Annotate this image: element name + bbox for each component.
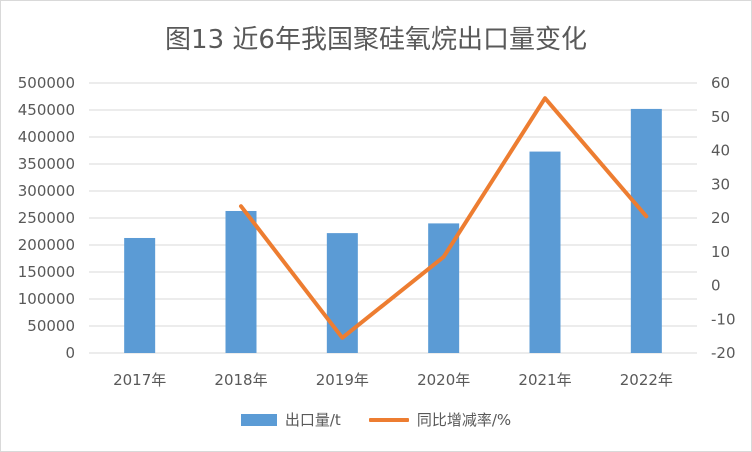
bar-series bbox=[124, 108, 662, 353]
left-tick-label: 400000 bbox=[18, 128, 75, 146]
left-axis-ticks: 0 50000 100000 150000 200000 250000 300000 3500… bbox=[18, 74, 75, 362]
bar bbox=[630, 108, 662, 353]
right-tick-label: 30 bbox=[711, 175, 730, 193]
legend-label-line: 同比增减率/% bbox=[416, 411, 512, 429]
right-tick-label: 20 bbox=[711, 209, 730, 227]
x-tick-label: 2020年 bbox=[417, 371, 470, 389]
left-tick-label: 250000 bbox=[18, 209, 75, 227]
left-tick-label: 100000 bbox=[18, 290, 75, 308]
right-tick-label: -20 bbox=[711, 344, 736, 362]
right-tick-label: 10 bbox=[711, 243, 730, 261]
bar bbox=[225, 210, 257, 353]
gridlines bbox=[89, 82, 697, 354]
right-tick-label: 0 bbox=[711, 277, 721, 295]
legend-label-bar: 出口量/t bbox=[284, 411, 341, 429]
left-tick-label: 450000 bbox=[18, 101, 75, 119]
left-tick-label: 300000 bbox=[18, 182, 75, 200]
bar bbox=[124, 237, 156, 353]
x-tick-label: 2021年 bbox=[518, 371, 571, 389]
x-tick-label: 2017年 bbox=[113, 371, 166, 389]
legend-item-bar: 出口量/t bbox=[240, 409, 341, 430]
bar bbox=[529, 151, 561, 353]
left-tick-label: 500000 bbox=[18, 74, 75, 92]
x-tick-label: 2022年 bbox=[620, 371, 673, 389]
right-axis-ticks: -20 -10 0 10 20 30 40 50 60 bbox=[711, 74, 736, 362]
x-axis-ticks: 2017年 2018年 2019年 2020年 2021年 2022年 bbox=[113, 371, 673, 389]
x-tick-label: 2019年 bbox=[316, 371, 369, 389]
x-tick-label: 2018年 bbox=[214, 371, 267, 389]
chart-title: 图13 近6年我国聚硅氧烷出口量变化 bbox=[165, 25, 587, 55]
legend: 出口量/t 同比增减率/% bbox=[1, 409, 751, 430]
legend-swatch-bar bbox=[240, 413, 277, 426]
right-tick-label: 50 bbox=[711, 108, 730, 126]
right-tick-label: 60 bbox=[711, 74, 730, 92]
left-tick-label: 0 bbox=[65, 344, 75, 362]
legend-swatch-line bbox=[368, 417, 409, 422]
left-tick-label: 350000 bbox=[18, 155, 75, 173]
series-line-yoy bbox=[239, 96, 649, 340]
legend-item-line: 同比增减率/% bbox=[368, 409, 512, 430]
bar bbox=[428, 223, 460, 353]
left-tick-label: 150000 bbox=[18, 263, 75, 281]
left-tick-label: 50000 bbox=[27, 317, 75, 335]
left-tick-label: 200000 bbox=[18, 236, 75, 254]
bar bbox=[326, 233, 358, 353]
right-tick-label: 40 bbox=[711, 142, 730, 160]
line-series bbox=[239, 96, 649, 340]
right-tick-label: -10 bbox=[711, 310, 736, 328]
